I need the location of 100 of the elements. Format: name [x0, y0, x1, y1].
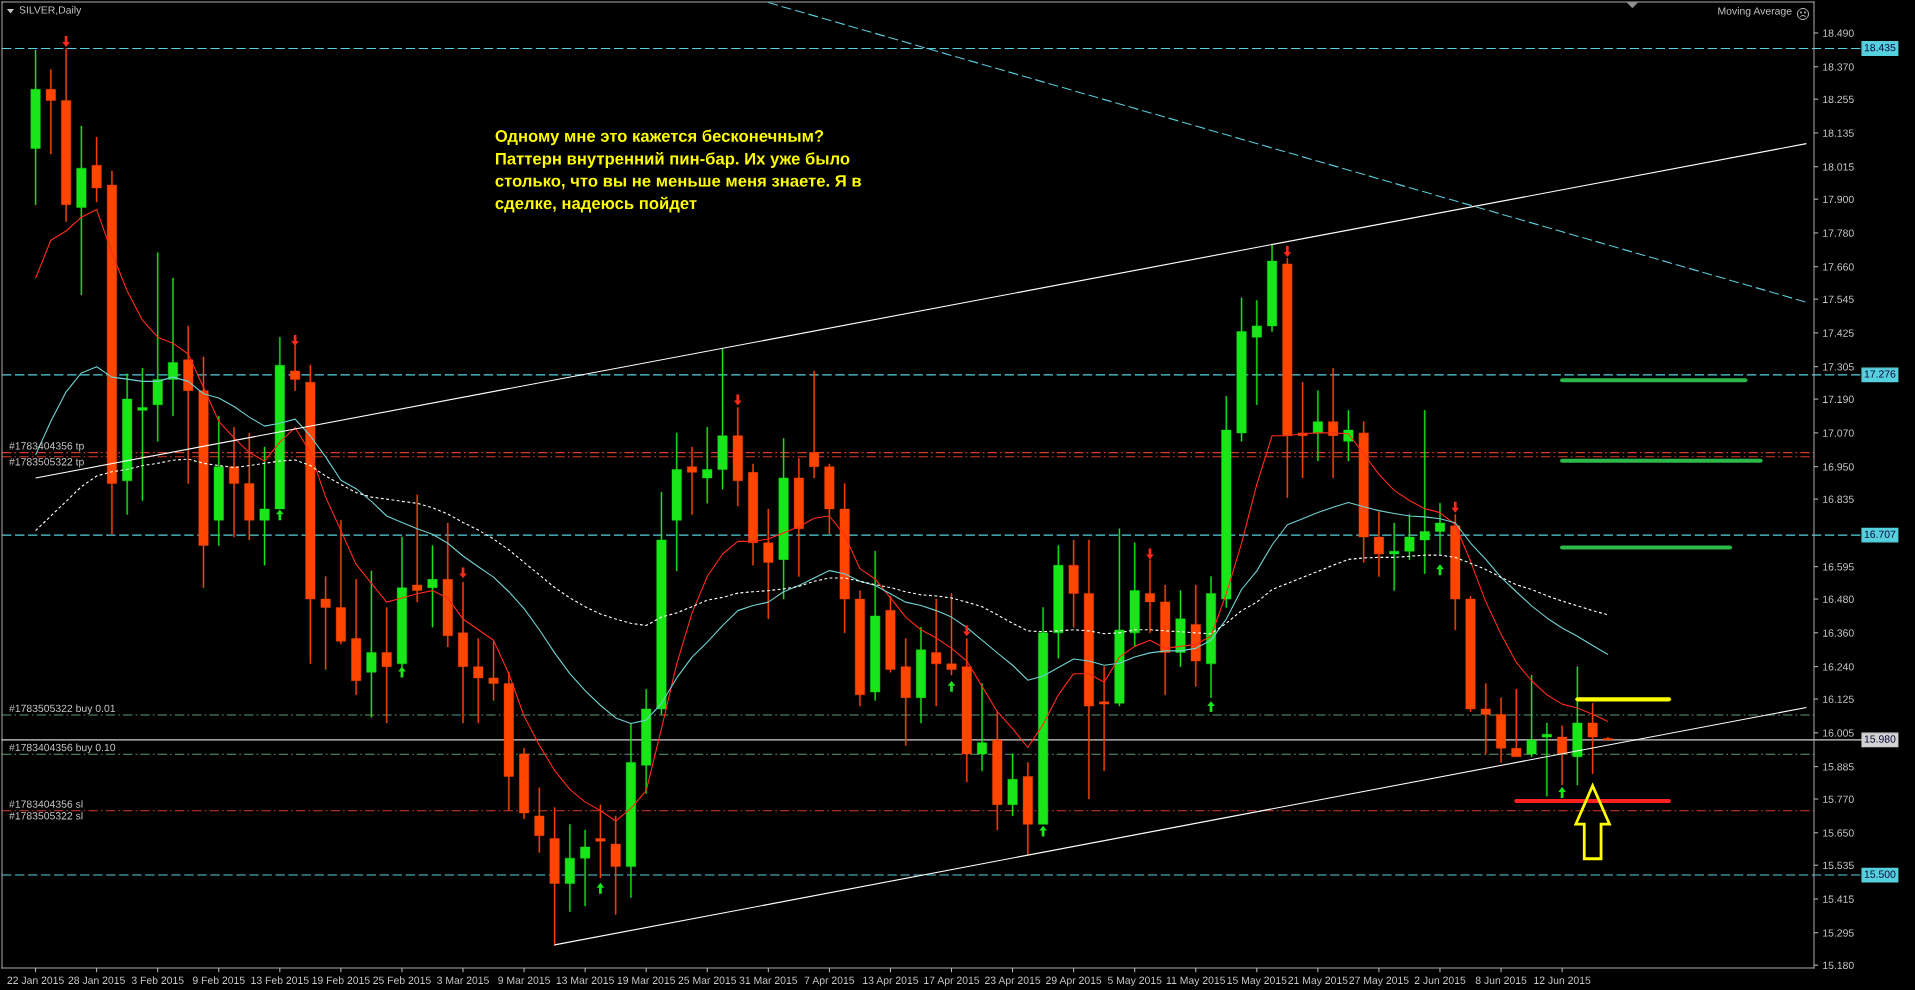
ref-line-label: 15.980	[1864, 735, 1896, 743]
candlestick	[1496, 697, 1506, 763]
y-tick-label: 18.490	[1823, 29, 1854, 37]
candlestick	[427, 545, 438, 628]
x-tick-label: 17 Apr 2015	[924, 976, 980, 987]
candlestick	[1572, 666, 1583, 786]
candlestick	[946, 593, 957, 676]
candlestick	[1007, 753, 1018, 817]
x-tick-label: 21 May 2015	[1288, 976, 1348, 987]
candlestick	[305, 365, 316, 665]
candlestick	[45, 69, 56, 155]
x-tick-label: 2 Jun 2015	[1414, 976, 1466, 984]
candlestick	[76, 125, 87, 296]
x-tick-label: 9 Feb 2015	[192, 976, 245, 984]
candlestick	[1022, 762, 1033, 856]
ref-line-label: 15.500	[1864, 870, 1896, 878]
candlestick	[1358, 421, 1369, 563]
x-tick-label: 7 Apr 2015	[804, 976, 855, 987]
y-tick-label: 16.950	[1823, 463, 1854, 471]
y-tick-label: 16.240	[1823, 663, 1854, 671]
y-tick-label: 17.305	[1823, 363, 1854, 371]
y-tick-label: 18.370	[1823, 63, 1854, 71]
candlestick	[977, 683, 987, 772]
candlestick	[1114, 528, 1125, 707]
y-tick-label: 15.650	[1823, 829, 1854, 837]
candlestick	[1541, 722, 1552, 797]
y-tick-label: 17.900	[1823, 195, 1854, 204]
candlestick	[1450, 514, 1461, 631]
x-tick-label: 12 Jun 2015	[1534, 976, 1591, 984]
candlestick	[458, 581, 468, 724]
candlestick	[442, 522, 453, 648]
annotation: #1783505322 sl	[9, 811, 83, 820]
x-tick-label: 15 May 2015	[1227, 976, 1287, 987]
candlestick	[1465, 596, 1476, 712]
candlestick	[1053, 545, 1064, 659]
candlestick	[412, 494, 423, 603]
y-tick-label: 16.480	[1823, 595, 1854, 603]
candlestick	[916, 627, 926, 724]
candlestick	[61, 48, 72, 222]
candlestick	[1190, 584, 1201, 687]
candlestick	[961, 638, 972, 783]
candlestick	[91, 136, 102, 203]
y-tick-label: 15.770	[1823, 795, 1854, 803]
candlestick	[748, 463, 758, 566]
y-tick-label: 15.295	[1823, 929, 1854, 937]
candlestick	[1328, 367, 1339, 479]
candlestick	[290, 345, 301, 391]
y-tick-label: 16.360	[1823, 629, 1854, 637]
candlestick	[1511, 688, 1522, 757]
candlestick	[1312, 390, 1323, 462]
y-tick-label: 16.125	[1823, 695, 1854, 703]
candlestick	[595, 804, 606, 879]
candlestick	[854, 590, 865, 707]
y-tick-label: 18.135	[1823, 129, 1854, 137]
candlestick	[1435, 503, 1445, 555]
y-tick-label: 17.545	[1823, 295, 1854, 303]
x-tick-label: 19 Feb 2015	[312, 976, 370, 984]
y-tick-label: 15.885	[1823, 763, 1854, 771]
candlestick	[1282, 258, 1293, 498]
x-tick-label: 23 Apr 2015	[985, 976, 1041, 987]
x-tick-label: 27 May 2015	[1349, 976, 1409, 987]
y-tick-label: 16.595	[1823, 563, 1854, 571]
candlestick	[1419, 410, 1430, 574]
candlestick	[1557, 725, 1568, 786]
y-tick-label: 16.835	[1823, 495, 1854, 503]
y-tick-label: 15.535	[1823, 861, 1854, 870]
x-tick-label: 19 Mar 2015	[617, 976, 676, 984]
candlestick	[30, 49, 41, 205]
candlestick	[1175, 590, 1186, 667]
candlestick	[1160, 584, 1171, 696]
candlestick	[366, 570, 377, 718]
candlestick	[1389, 522, 1400, 591]
candlestick	[381, 607, 392, 724]
candlestick	[610, 815, 621, 915]
x-tick-label: 29 Apr 2015	[1046, 976, 1102, 987]
candlestick	[1221, 396, 1232, 608]
candlestick	[1145, 559, 1155, 634]
candlestick	[900, 638, 911, 746]
candlestick	[152, 252, 163, 442]
candlestick	[656, 491, 667, 715]
candlestick	[1267, 243, 1278, 332]
chart-title: SILVER,Daily	[19, 6, 82, 16]
candlestick	[106, 170, 117, 535]
y-tick-label: 18.015	[1823, 163, 1854, 171]
candlestick	[335, 519, 346, 645]
candlestick	[488, 641, 499, 701]
candlestick	[1099, 666, 1110, 772]
y-tick-label: 17.660	[1823, 263, 1854, 271]
x-tick-label: 13 Apr 2015	[863, 976, 919, 987]
candlestick	[1373, 511, 1384, 577]
candlestick	[351, 579, 362, 696]
x-tick-label: 25 Feb 2015	[373, 976, 431, 984]
point	[962, 625, 971, 637]
candlestick	[1404, 514, 1415, 560]
candlestick	[168, 277, 178, 417]
x-tick-label: 13 Mar 2015	[556, 976, 614, 984]
candlestick	[122, 373, 133, 515]
candlestick	[213, 415, 224, 546]
candlestick	[549, 807, 560, 946]
candlestick	[244, 432, 255, 541]
